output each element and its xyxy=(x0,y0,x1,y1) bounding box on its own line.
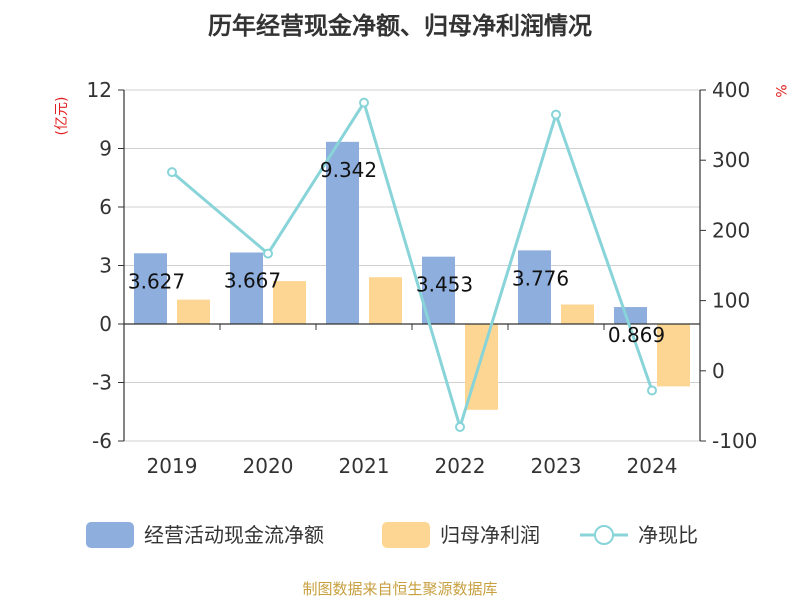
profit-bar-2023 xyxy=(561,305,594,325)
profit-bar-2021 xyxy=(369,277,402,324)
right-tick-label: 100 xyxy=(712,289,750,313)
category-label-2023: 2023 xyxy=(531,454,582,478)
category-label-2021: 2021 xyxy=(339,454,390,478)
bars xyxy=(134,142,690,410)
data-label-2020: 3.667 xyxy=(224,268,281,292)
category-label-2022: 2022 xyxy=(435,454,486,478)
chart-title: 历年经营现金净额、归母净利润情况 xyxy=(208,12,592,40)
legend-label-1: 归母净利润 xyxy=(440,523,540,547)
data-label-2022: 3.453 xyxy=(416,273,473,297)
right-tick-label: -100 xyxy=(712,429,757,453)
ratio-point-2022 xyxy=(456,423,464,431)
category-label-2024: 2024 xyxy=(627,454,678,478)
category-label-2020: 2020 xyxy=(243,454,294,478)
chart: 历年经营现金净额、归母净利润情况 (亿元) % 12 9 6 3 0 -3 -6 400 300… xyxy=(0,0,800,600)
data-label-2023: 3.776 xyxy=(512,266,569,290)
category-label-2019: 2019 xyxy=(147,454,198,478)
right-tick-label: 200 xyxy=(712,218,750,242)
left-tick-label: -6 xyxy=(92,429,112,453)
ratio-point-2019 xyxy=(168,168,176,176)
data-label-2019: 3.627 xyxy=(128,269,185,293)
left-tick-label: 12 xyxy=(87,78,112,102)
left-tick-label: 0 xyxy=(99,312,112,336)
left-tick-label: 6 xyxy=(99,195,112,219)
source-note: 制图数据来自恒生聚源数据库 xyxy=(302,580,497,598)
data-label-2021: 9.342 xyxy=(320,158,377,182)
right-tick-label: 0 xyxy=(712,359,725,383)
cashflow-bar-2024 xyxy=(614,307,647,324)
legend-swatch-0 xyxy=(86,522,134,548)
profit-bar-2019 xyxy=(177,300,210,324)
ratio-point-2023 xyxy=(552,111,560,119)
left-tick-label: -3 xyxy=(92,371,112,395)
legend-swatch-marker xyxy=(595,526,613,544)
left-tick-label: 9 xyxy=(99,137,112,161)
right-tick-label: 300 xyxy=(712,148,750,172)
data-label-2024: 0.869 xyxy=(608,323,665,347)
legend-label-2: 净现比 xyxy=(638,523,698,547)
ratio-point-2020 xyxy=(264,250,272,258)
legend: 经营活动现金流净额 归母净利润 净现比 xyxy=(86,522,698,548)
left-axis-label: (亿元) xyxy=(54,97,70,136)
legend-label-0: 经营活动现金流净额 xyxy=(144,523,324,547)
ratio-point-2021 xyxy=(360,99,368,107)
ratio-point-2024 xyxy=(648,386,656,394)
right-axis-label: % xyxy=(772,84,788,97)
left-tick-label: 3 xyxy=(99,254,112,278)
right-tick-label: 400 xyxy=(712,78,750,102)
legend-swatch-1 xyxy=(382,522,430,548)
